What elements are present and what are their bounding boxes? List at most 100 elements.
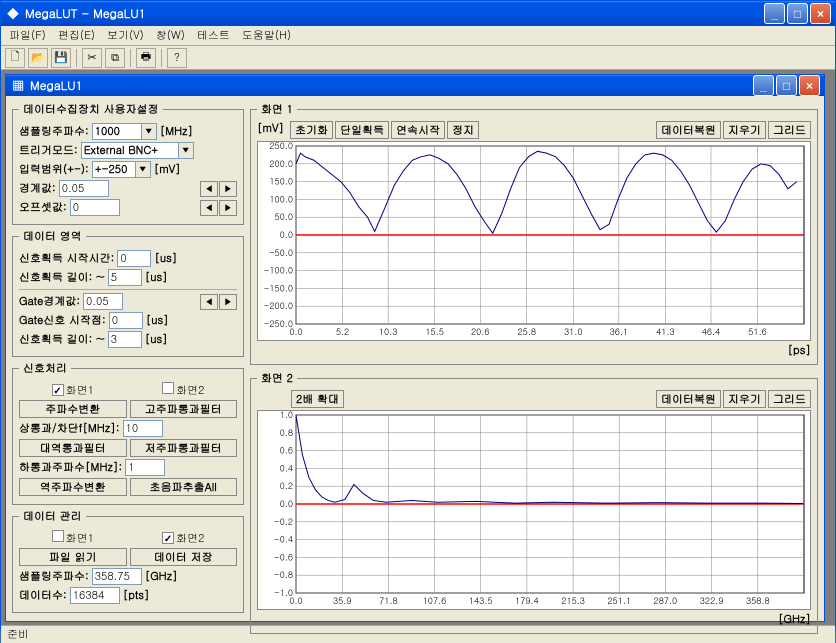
chart1-grid-button[interactable]: 그리드	[768, 121, 811, 139]
offset-value[interactable]: 0	[70, 199, 120, 216]
thresh-right-button[interactable]: ▶	[219, 181, 237, 197]
menu-window[interactable]: 창(W)	[152, 26, 189, 45]
save-data-button[interactable]: 데이터 저장	[130, 548, 238, 566]
chart1-restore-button[interactable]: 데이터복원	[656, 121, 721, 139]
svg-text:0.0: 0.0	[289, 325, 302, 338]
bpf-button[interactable]: 대역통과필터	[19, 439, 127, 457]
svg-text:250.0: 250.0	[269, 142, 293, 152]
tool-help-icon[interactable]: ?	[167, 48, 187, 68]
cutoff-value[interactable]: 10	[123, 420, 163, 437]
open-file-button[interactable]: 파일 읽기	[19, 548, 127, 566]
mgmt-screen1-check[interactable]	[52, 530, 64, 542]
offset-left-button[interactable]: ◀	[200, 200, 218, 216]
menu-view[interactable]: 보기(V)	[103, 26, 148, 45]
dropdown-icon[interactable]: ▼	[142, 123, 157, 140]
svg-text:-50.0: -50.0	[269, 246, 293, 259]
chart1-legend: 화면 1	[257, 102, 297, 117]
mgmt-pts-value[interactable]: 16384	[70, 587, 120, 604]
low-value[interactable]: 1	[125, 459, 165, 476]
tool-copy-icon[interactable]: ⧉	[105, 48, 125, 68]
chart2-restore-button[interactable]: 데이터복원	[656, 390, 721, 408]
mgmt-screen2-check[interactable]: ✓	[162, 532, 174, 544]
outer-window: ◆ MegaLUT - MegaLU1 _ □ × 파일(F) 편집(E) 보기…	[0, 0, 836, 631]
chart1-plot[interactable]: -250.0-200.0-150.0-100.0-50.00.050.0100.…	[257, 141, 811, 341]
tool-cut-icon[interactable]: ✂	[82, 48, 102, 68]
inner-window: ▦ MegaLU1 _ □ × 데이터수집장치 사용자설정 샘플링주파수: 1	[5, 74, 825, 622]
fft-button[interactable]: 주파수변환	[19, 400, 127, 418]
range-combo[interactable]: +-250 ▼	[92, 161, 151, 178]
minimize-button[interactable]: _	[764, 3, 785, 24]
svg-text:179.4: 179.4	[515, 594, 539, 607]
dropdown-icon[interactable]: ▼	[136, 161, 151, 178]
tool-print-icon[interactable]: 🖶	[136, 48, 156, 68]
right-panel: 화면 1 [mV] 초기화 단일획득 연속시작 정지 데이터복원 지우기 그리드	[250, 102, 818, 634]
menu-file[interactable]: 파일(F)	[5, 26, 50, 45]
gate-right-button[interactable]: ▶	[219, 294, 237, 310]
svg-text:251.1: 251.1	[607, 594, 631, 607]
svg-text:0.0: 0.0	[280, 228, 293, 241]
gate-len-value[interactable]: 3	[108, 331, 142, 348]
menu-edit[interactable]: 편집(E)	[54, 26, 99, 45]
inner-titlebar[interactable]: ▦ MegaLU1 _ □ ×	[6, 75, 824, 96]
svg-text:100.0: 100.0	[269, 192, 293, 205]
proc-screen1-check[interactable]: ✓	[52, 384, 64, 396]
inner-maximize-button[interactable]: □	[776, 75, 797, 96]
sig-start-value[interactable]: 0	[117, 250, 151, 267]
svg-text:0.4: 0.4	[280, 461, 293, 474]
menu-test[interactable]: 테스트	[193, 26, 234, 45]
chart1-init-button[interactable]: 초기화	[290, 121, 333, 139]
fs-label: 샘플링주파수:	[19, 124, 89, 139]
chart2-clear-button[interactable]: 지우기	[723, 390, 766, 408]
fs-unit: [MHz]	[160, 124, 193, 139]
svg-text:287.0: 287.0	[654, 594, 678, 607]
svg-text:358.8: 358.8	[746, 594, 770, 607]
inner-title: MegaLU1	[30, 77, 753, 94]
gate-left-button[interactable]: ◀	[200, 294, 218, 310]
fs-combo[interactable]: 1000 ▼	[92, 123, 157, 140]
tool-save-icon[interactable]: 💾	[51, 48, 71, 68]
thresh-left-button[interactable]: ◀	[200, 181, 218, 197]
range-value: +-250	[92, 161, 136, 178]
tool-new-icon[interactable]: 🗋	[5, 48, 25, 68]
inner-client: 데이터수집장치 사용자설정 샘플링주파수: 1000 ▼ [MHz] 트리거모드…	[6, 96, 824, 640]
uss-button[interactable]: 초음파추출All	[130, 478, 238, 496]
proc-screen2-check[interactable]	[162, 382, 174, 394]
hpf-button[interactable]: 고주파통과필터	[130, 400, 238, 418]
mgmt-fs-value[interactable]: 358.75	[92, 568, 142, 585]
proc-group: 신호처리 ✓화면1 화면2 주파수변환 고주파통과필터 상통과/차단f[MHz]…	[12, 361, 244, 505]
inner-minimize-button[interactable]: _	[753, 75, 774, 96]
offset-right-button[interactable]: ▶	[219, 200, 237, 216]
divider	[19, 289, 237, 290]
chart1-cont-button[interactable]: 연속시작	[391, 121, 445, 139]
gate-thresh-value[interactable]: 0.05	[83, 293, 123, 310]
svg-text:150.0: 150.0	[269, 175, 293, 188]
menu-help[interactable]: 도움말(H)	[238, 26, 295, 45]
chart2-zoom-button[interactable]: 2배 확대	[291, 390, 344, 408]
gate-start-value[interactable]: 0	[109, 312, 143, 329]
inner-close-button[interactable]: ×	[799, 75, 820, 96]
sig-len-value[interactable]: 5	[108, 269, 142, 286]
maximize-button[interactable]: □	[787, 3, 808, 24]
tool-open-icon[interactable]: 📂	[28, 48, 48, 68]
outer-titlebar[interactable]: ◆ MegaLUT - MegaLU1 _ □ ×	[1, 1, 835, 26]
toolbar: 🗋 📂 💾 ✂ ⧉ 🖶 ?	[1, 46, 835, 70]
trig-combo[interactable]: External BNC+ ▼	[81, 142, 194, 159]
thresh-value[interactable]: 0.05	[59, 180, 109, 197]
svg-text:71.8: 71.8	[379, 594, 398, 607]
mgmt-screen1-label: 화면1	[66, 531, 94, 546]
svg-text:15.5: 15.5	[425, 325, 444, 338]
chart1-stop-button[interactable]: 정지	[447, 121, 479, 139]
close-button[interactable]: ×	[810, 3, 831, 24]
chart1-single-button[interactable]: 단일획득	[335, 121, 389, 139]
chart1-clear-button[interactable]: 지우기	[723, 121, 766, 139]
svg-text:107.6: 107.6	[423, 594, 447, 607]
lpf-button[interactable]: 저주파통과필터	[130, 439, 238, 457]
dropdown-icon[interactable]: ▼	[179, 142, 194, 159]
thresh-label: 경계값:	[19, 181, 56, 196]
range-label: 입력범위(+-):	[19, 162, 89, 177]
chart2-plot[interactable]: -1.0-0.8-0.6-0.4-0.20.00.20.40.60.81.00.…	[257, 410, 811, 610]
separator	[76, 49, 77, 67]
ifft-button[interactable]: 역주파수변환	[19, 478, 127, 496]
trig-label: 트리거모드:	[19, 143, 78, 158]
chart2-grid-button[interactable]: 그리드	[768, 390, 811, 408]
